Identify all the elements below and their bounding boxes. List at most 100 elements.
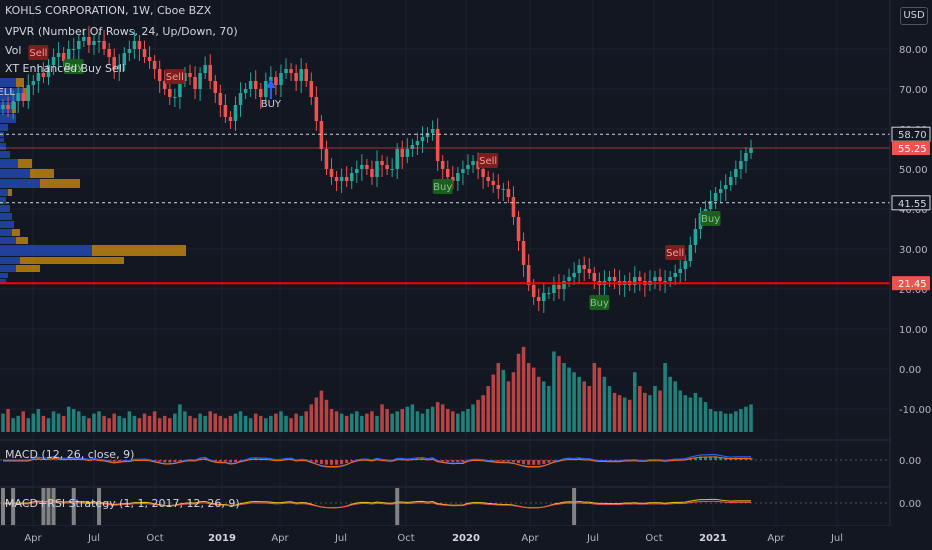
volume-bar bbox=[71, 409, 76, 432]
candle-body bbox=[445, 169, 450, 177]
volume-bar bbox=[203, 415, 207, 432]
horizontal-lines bbox=[0, 133, 890, 285]
candle-body bbox=[41, 73, 46, 77]
candle-body bbox=[188, 73, 192, 77]
volume-bar bbox=[582, 381, 586, 432]
price-label: 21.45 bbox=[898, 279, 927, 290]
volume-bar bbox=[360, 415, 364, 432]
candle-body bbox=[258, 89, 263, 97]
macd-histogram-bar bbox=[163, 460, 167, 463]
strategy-marker bbox=[11, 488, 16, 525]
volume-bar bbox=[587, 386, 592, 432]
volume-bar bbox=[380, 404, 384, 432]
volume-bar bbox=[309, 404, 314, 432]
price-tick: 20.00 bbox=[899, 285, 928, 296]
xt-legend[interactable]: XT Enhanced Buy Sell bbox=[5, 62, 125, 75]
vpvr-up-bar bbox=[0, 265, 16, 272]
volume-bar bbox=[365, 413, 369, 432]
volume-bar bbox=[349, 413, 354, 432]
price-axis[interactable]: 80.0070.0060.0050.0040.0030.0020.0010.00… bbox=[889, 0, 932, 550]
candle-body bbox=[435, 129, 440, 161]
macd-histogram-bar bbox=[673, 459, 677, 460]
candle-body bbox=[663, 281, 667, 282]
vpvr-up-bar bbox=[0, 114, 16, 123]
macd-histogram-bar bbox=[142, 459, 147, 460]
volume-bar bbox=[496, 363, 501, 432]
volume-bar bbox=[739, 409, 743, 432]
volume-bar bbox=[46, 418, 51, 432]
candle-body bbox=[152, 61, 157, 69]
strategy-marker bbox=[71, 488, 76, 525]
time-axis[interactable]: Apr Jul Oct 2019 Apr Jul Oct 2020 Apr Jul Oct 2021 A… bbox=[0, 526, 932, 550]
vpvr-up-bar bbox=[0, 189, 8, 196]
vpvr-down-bar bbox=[20, 257, 124, 264]
candle-body bbox=[708, 201, 713, 209]
macd-histogram-bar bbox=[496, 460, 500, 462]
candle-body bbox=[729, 177, 733, 185]
volume-bar bbox=[243, 415, 248, 432]
candle-body bbox=[542, 293, 546, 301]
vpvr-up-bar bbox=[0, 237, 16, 244]
volume-bar bbox=[643, 392, 647, 432]
time-tick: 2019 bbox=[208, 533, 236, 544]
volume-bar bbox=[355, 411, 359, 432]
volume-bar bbox=[304, 411, 309, 432]
macd-legend[interactable]: MACD (12, 26, close, 9) bbox=[5, 448, 135, 461]
candle-body bbox=[410, 145, 415, 149]
volume-bar bbox=[451, 411, 455, 432]
candle-body bbox=[223, 105, 228, 117]
candle-body bbox=[97, 41, 101, 42]
time-tick: Oct bbox=[146, 533, 163, 544]
volume-bar bbox=[77, 411, 81, 432]
volume-bar bbox=[632, 372, 637, 432]
vpvr-legend[interactable]: VPVR (Number Of Rows, 24, Up/Down, 70) bbox=[5, 25, 238, 38]
volume-bar bbox=[410, 404, 415, 432]
time-axis-bg bbox=[0, 526, 932, 550]
candle-body bbox=[243, 89, 248, 93]
volume-bar bbox=[658, 390, 662, 432]
volume-legend[interactable]: Vol bbox=[5, 44, 22, 57]
vpvr-down-bar bbox=[18, 159, 32, 168]
volume-bar bbox=[157, 418, 162, 432]
macd-histogram-bar bbox=[405, 459, 409, 460]
candlesticks bbox=[1, 26, 753, 313]
volume-bar bbox=[536, 376, 541, 432]
candle-body bbox=[723, 185, 728, 189]
currency-button[interactable]: USD bbox=[900, 7, 928, 25]
macd-histogram-bar bbox=[233, 460, 238, 463]
macd-histogram-bar bbox=[309, 460, 313, 462]
vpvr-up-bar bbox=[0, 143, 6, 150]
volume-bar bbox=[61, 415, 66, 432]
volume-bar bbox=[142, 413, 147, 432]
volume-bar bbox=[339, 413, 344, 432]
volume-bar bbox=[466, 409, 470, 432]
macd-histogram-bar bbox=[678, 459, 682, 460]
macd-line bbox=[3, 454, 752, 468]
candle-body bbox=[521, 241, 526, 265]
macd-histogram-bar bbox=[501, 460, 505, 462]
volume-bar bbox=[314, 397, 319, 432]
macd-histogram-bar bbox=[117, 460, 121, 462]
price-tick: 30.00 bbox=[899, 245, 928, 256]
volume-bar bbox=[572, 372, 576, 432]
vpvr-up-bar bbox=[0, 124, 8, 131]
volume-bar bbox=[688, 397, 693, 432]
strategy-legend[interactable]: MACD+RSI Strategy (1, 1, 2017, 12, 26, 9… bbox=[5, 497, 240, 510]
volume-bar bbox=[617, 395, 622, 432]
volume-bar bbox=[476, 399, 480, 432]
vpvr-up-bar bbox=[0, 273, 8, 278]
signal-box bbox=[432, 179, 453, 194]
macd-histogram-bar bbox=[527, 460, 531, 465]
candle-body bbox=[31, 81, 36, 85]
signal-label: BUY bbox=[261, 99, 282, 110]
candle-body bbox=[678, 269, 683, 273]
volume-bar bbox=[693, 392, 698, 432]
volume-bar bbox=[516, 353, 521, 432]
candle-body bbox=[607, 277, 612, 281]
volume-bar bbox=[324, 399, 329, 432]
volume-bar bbox=[258, 415, 263, 432]
symbol-title[interactable]: KOHLS CORPORATION, 1W, Cboe BZX bbox=[5, 4, 212, 17]
volume-bar bbox=[405, 406, 410, 432]
candle-body bbox=[82, 37, 86, 41]
